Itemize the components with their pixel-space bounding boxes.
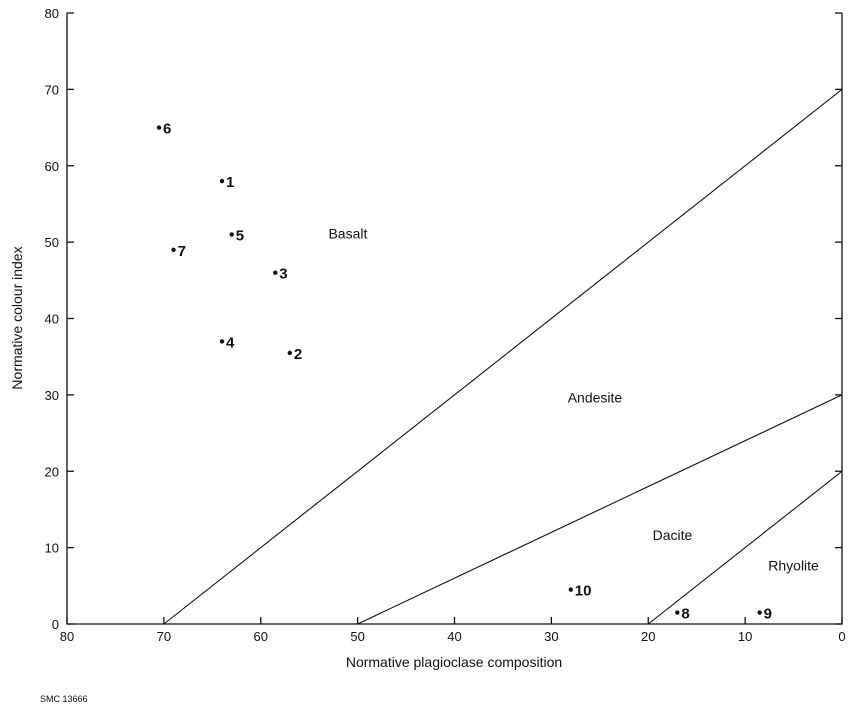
field-boundary-line	[163, 88, 843, 625]
data-point	[675, 610, 680, 615]
y-tick-label: 0	[52, 617, 59, 632]
region-label-dacite: Dacite	[653, 527, 693, 543]
point-label: 9	[764, 606, 772, 623]
axis-frame	[66, 13, 843, 625]
y-tick-label: 10	[45, 541, 59, 556]
x-tick-label: 30	[544, 629, 558, 644]
point-label: 5	[236, 227, 244, 244]
region-label-andesite: Andesite	[568, 390, 623, 406]
x-tick-label: 80	[60, 629, 74, 644]
x-tick-label: 70	[157, 629, 171, 644]
y-tick-label: 80	[45, 6, 59, 21]
field-boundaries	[163, 88, 843, 625]
y-tick-label: 50	[45, 235, 59, 250]
field-boundary-line	[647, 470, 843, 625]
point-label: 8	[681, 606, 689, 623]
data-point	[757, 610, 762, 615]
data-points: 1 2 3 4 5 6 7 8 9 10	[156, 121, 772, 623]
data-point	[219, 178, 225, 184]
y-axis-title: Normative colour index	[9, 246, 25, 389]
x-tick-label: 60	[254, 629, 268, 644]
point-label: 1	[226, 174, 234, 191]
point-label: 10	[575, 583, 592, 600]
point-label: 4	[226, 334, 235, 351]
figure-code: SMC 13666	[40, 694, 88, 704]
point-label: 3	[279, 266, 287, 283]
axes: 0 10 20 30 40 50 60 70 80 80 70 60 50 40 30 20 10 0	[45, 6, 846, 644]
field-boundary-line	[357, 394, 843, 625]
x-axis-title: Normative plagioclase composition	[346, 654, 562, 670]
x-tick-label: 20	[641, 629, 655, 644]
y-tick-label: 30	[45, 388, 59, 403]
point-label: 6	[163, 121, 171, 138]
point-label: 7	[178, 243, 186, 260]
x-tick-label: 50	[350, 629, 364, 644]
x-tick-label: 0	[838, 629, 845, 644]
data-point	[568, 587, 573, 592]
y-tick-label: 70	[45, 82, 59, 97]
y-tick-label: 60	[45, 159, 59, 174]
data-point	[287, 350, 293, 356]
x-tick-label: 10	[738, 629, 752, 644]
region-label-basalt: Basalt	[328, 225, 367, 241]
y-tick-label: 40	[45, 312, 59, 327]
region-labels: Basalt Andesite Dacite Rhyolite	[328, 225, 819, 573]
x-tick-label: 40	[447, 629, 461, 644]
data-point	[171, 247, 176, 252]
data-point	[219, 339, 225, 344]
data-point	[229, 232, 234, 237]
data-point	[273, 270, 278, 275]
data-point	[156, 125, 162, 130]
y-tick-label: 20	[45, 464, 59, 479]
region-label-rhyolite: Rhyolite	[768, 558, 819, 574]
point-label: 2	[294, 346, 302, 363]
